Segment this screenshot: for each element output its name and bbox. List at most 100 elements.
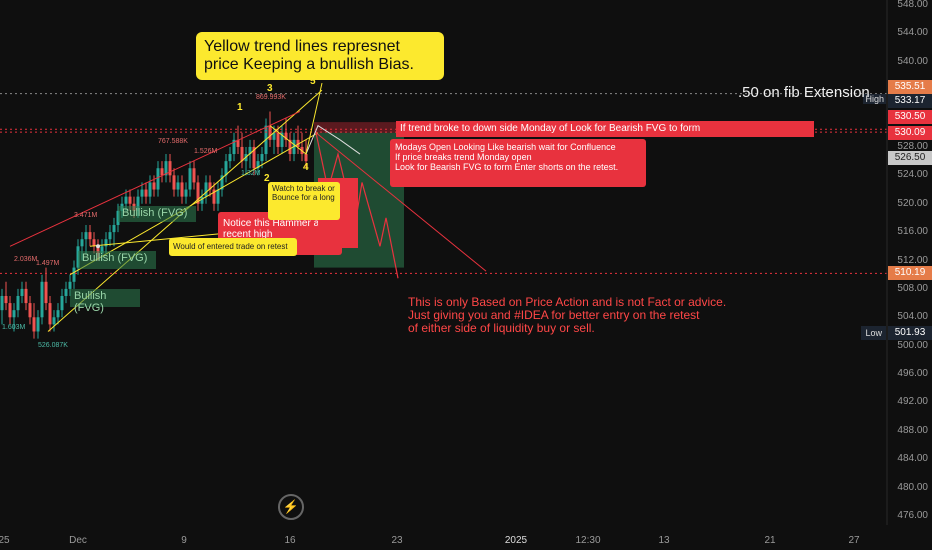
candle-body — [104, 239, 108, 247]
candle-body — [140, 189, 144, 197]
price-tag-510: 510.19 — [888, 266, 932, 280]
wave-label-3: 3 — [267, 83, 273, 94]
candle-body — [172, 175, 176, 190]
wave-label-5: 5 — [310, 76, 316, 87]
disclaimer-line-2: Just giving you and #IDEA for better ent… — [408, 308, 700, 322]
x-tick-label: 13 — [658, 535, 670, 546]
monday-plan-note: Modays Open Looking Like bearish wait fo… — [390, 139, 646, 187]
candle-body — [284, 132, 288, 140]
y-tick-label: 520.00 — [897, 197, 928, 209]
vol-label-7: 1.603M — [2, 324, 26, 331]
trend-break-box — [396, 121, 814, 137]
candle-body — [28, 303, 32, 318]
candle-body — [196, 182, 200, 204]
candle-body — [108, 232, 112, 240]
candle-body — [304, 154, 308, 162]
x-tick-label: 21 — [764, 535, 776, 546]
candle-body — [112, 225, 116, 233]
candle-body — [236, 139, 240, 147]
candle-body — [276, 132, 280, 147]
entry-marker — [96, 244, 100, 249]
watch-note: Watch to break or Bounce for a long — [268, 182, 340, 220]
disclaimer-line-1: This is only Based on Price Action and i… — [408, 295, 727, 309]
wave-label-4: 4 — [303, 162, 309, 173]
candle-body — [200, 196, 204, 204]
candle-body — [32, 317, 36, 332]
candle-body — [144, 189, 148, 197]
wave-path — [269, 82, 323, 155]
vol-label-9: 1.32M — [241, 170, 261, 177]
candle-body — [176, 182, 180, 190]
lightning-icon[interactable]: ⚡ — [278, 494, 304, 520]
trend-line-upper — [9, 111, 301, 247]
price-tag-530-09: 530.09 — [888, 126, 932, 140]
candle-body — [36, 317, 40, 332]
candle-body — [16, 295, 20, 311]
candle-body — [44, 281, 48, 304]
candle-body — [248, 146, 252, 155]
y-tick-label: 484.00 — [897, 453, 928, 465]
candle-body — [52, 317, 56, 325]
price-tag-high: 533.17 — [888, 94, 932, 108]
wave-label-1: 1 — [237, 102, 243, 113]
candle-body — [84, 232, 88, 240]
monday-plan-line-2: If price breaks trend Monday open — [395, 152, 532, 162]
y-tick-label: 516.00 — [897, 226, 928, 238]
monday-plan-line-3: Look for Bearish FVG to form Enter short… — [395, 162, 619, 172]
candle-body — [220, 175, 224, 190]
candle-body — [72, 267, 76, 282]
candle-body — [96, 246, 100, 254]
candle-body — [0, 295, 4, 311]
y-tick-label: 508.00 — [897, 282, 928, 294]
candle-body — [92, 239, 96, 247]
candle-body — [4, 295, 8, 304]
candle-body — [184, 189, 188, 197]
entered-note: Would of entered trade on retest — [169, 238, 297, 256]
candle-body — [124, 196, 128, 204]
candle-body — [168, 161, 172, 176]
x-tick-label: 2025 — [504, 535, 528, 546]
trend-break-note: If trend broke to down side Monday of Lo… — [400, 123, 701, 134]
y-tick-label: 496.00 — [897, 368, 928, 380]
candle-body — [280, 132, 284, 147]
x-tick-label: Dec — [69, 535, 87, 546]
fib-label: .50 on fib Extension — [738, 84, 870, 101]
y-tick-label: 500.00 — [897, 339, 928, 351]
vol-label-6: 526.087K — [38, 342, 68, 349]
monday-plan-line-1: Modays Open Looking Like bearish wait fo… — [395, 142, 616, 152]
candle-body — [56, 310, 60, 318]
candle-body — [100, 246, 104, 254]
candle-body — [80, 239, 84, 247]
y-tick-label: 528.00 — [897, 140, 928, 152]
candle-body — [268, 125, 272, 140]
candle-body — [232, 139, 236, 155]
yellow-title-note: Yellow trend lines represnet price Keepi… — [196, 32, 444, 80]
candle-body — [152, 182, 156, 190]
price-tag-low: 501.93 — [888, 326, 932, 340]
fvg-box-3: Bullish (FVG) — [70, 289, 140, 314]
candle-body — [24, 288, 28, 304]
candle-body — [148, 182, 152, 197]
price-tag-535: 535.51 — [888, 80, 932, 94]
candle-body — [64, 288, 68, 296]
candle-body — [208, 182, 212, 190]
fvg-box-1: Bullish (FVG) — [118, 206, 196, 222]
x-tick-label: 12:30 — [575, 535, 601, 546]
high-label: High — [863, 94, 886, 104]
candle-body — [88, 232, 92, 240]
y-tick-label: 540.00 — [897, 55, 928, 67]
candle-body — [216, 189, 220, 204]
price-tag-530-50: 530.50 — [888, 110, 932, 124]
vol-label-3: 3.471M — [74, 212, 98, 219]
stop-box — [314, 122, 404, 133]
candle-body — [8, 303, 12, 318]
y-tick-label: 512.00 — [897, 254, 928, 266]
candle-body — [48, 303, 52, 325]
y-tick-label: 544.00 — [897, 27, 928, 39]
candle-body — [212, 189, 216, 204]
fvg-box-2: Bullish (FVG) — [78, 251, 156, 269]
candle-body — [272, 132, 276, 140]
vol-label-8: 869.993K — [256, 94, 286, 101]
candle-body — [288, 139, 292, 155]
